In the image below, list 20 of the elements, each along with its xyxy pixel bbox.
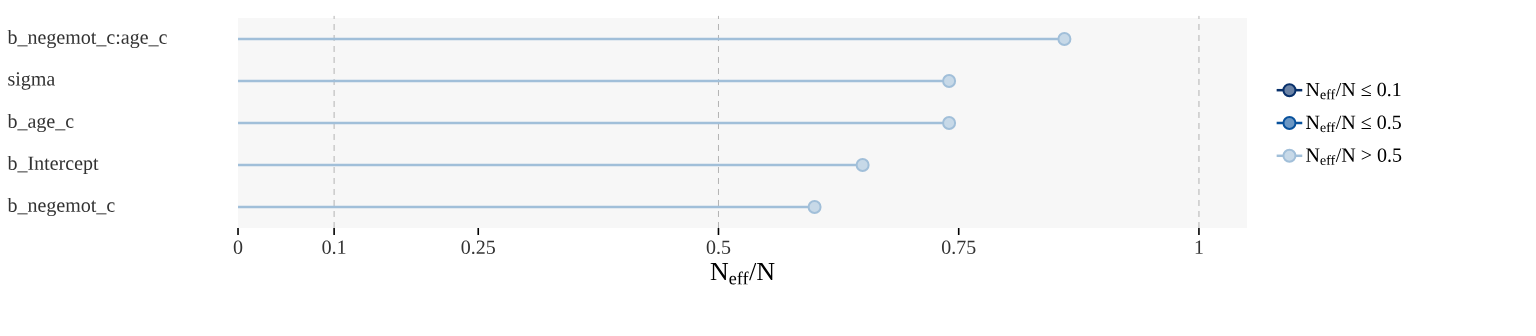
point <box>942 115 957 130</box>
point <box>807 199 822 214</box>
x-axis-title: N$_{eff}$/N <box>710 262 775 285</box>
x-tick-label: 0.75 <box>941 240 976 255</box>
x-tick-label: 1 <box>1195 240 1203 254</box>
point <box>942 73 957 88</box>
y-tick-label: sigma <box>8 72 55 90</box>
legend-label: N$_{eff}$/N > 0.5 <box>1306 148 1402 165</box>
y-tick-label: b_negemot_c:age_c <box>7 29 167 49</box>
y-tick-label: b_Intercept <box>7 155 99 175</box>
x-tick-label: 0.5 <box>706 240 731 255</box>
x-tick-label: 0 <box>233 240 243 255</box>
legend-label: N$_{eff}$/N ≤ 0.1 <box>1306 82 1401 100</box>
point <box>855 157 870 172</box>
x-tick-label: 0.1 <box>322 240 346 255</box>
y-tick-label: b_negemot_c <box>7 197 115 217</box>
point <box>1057 31 1072 46</box>
x-tick-label: 0.25 <box>461 240 495 255</box>
y-tick-label: b_age_c <box>7 113 74 133</box>
legend-label: N$_{eff}$/N ≤ 0.5 <box>1306 115 1401 133</box>
